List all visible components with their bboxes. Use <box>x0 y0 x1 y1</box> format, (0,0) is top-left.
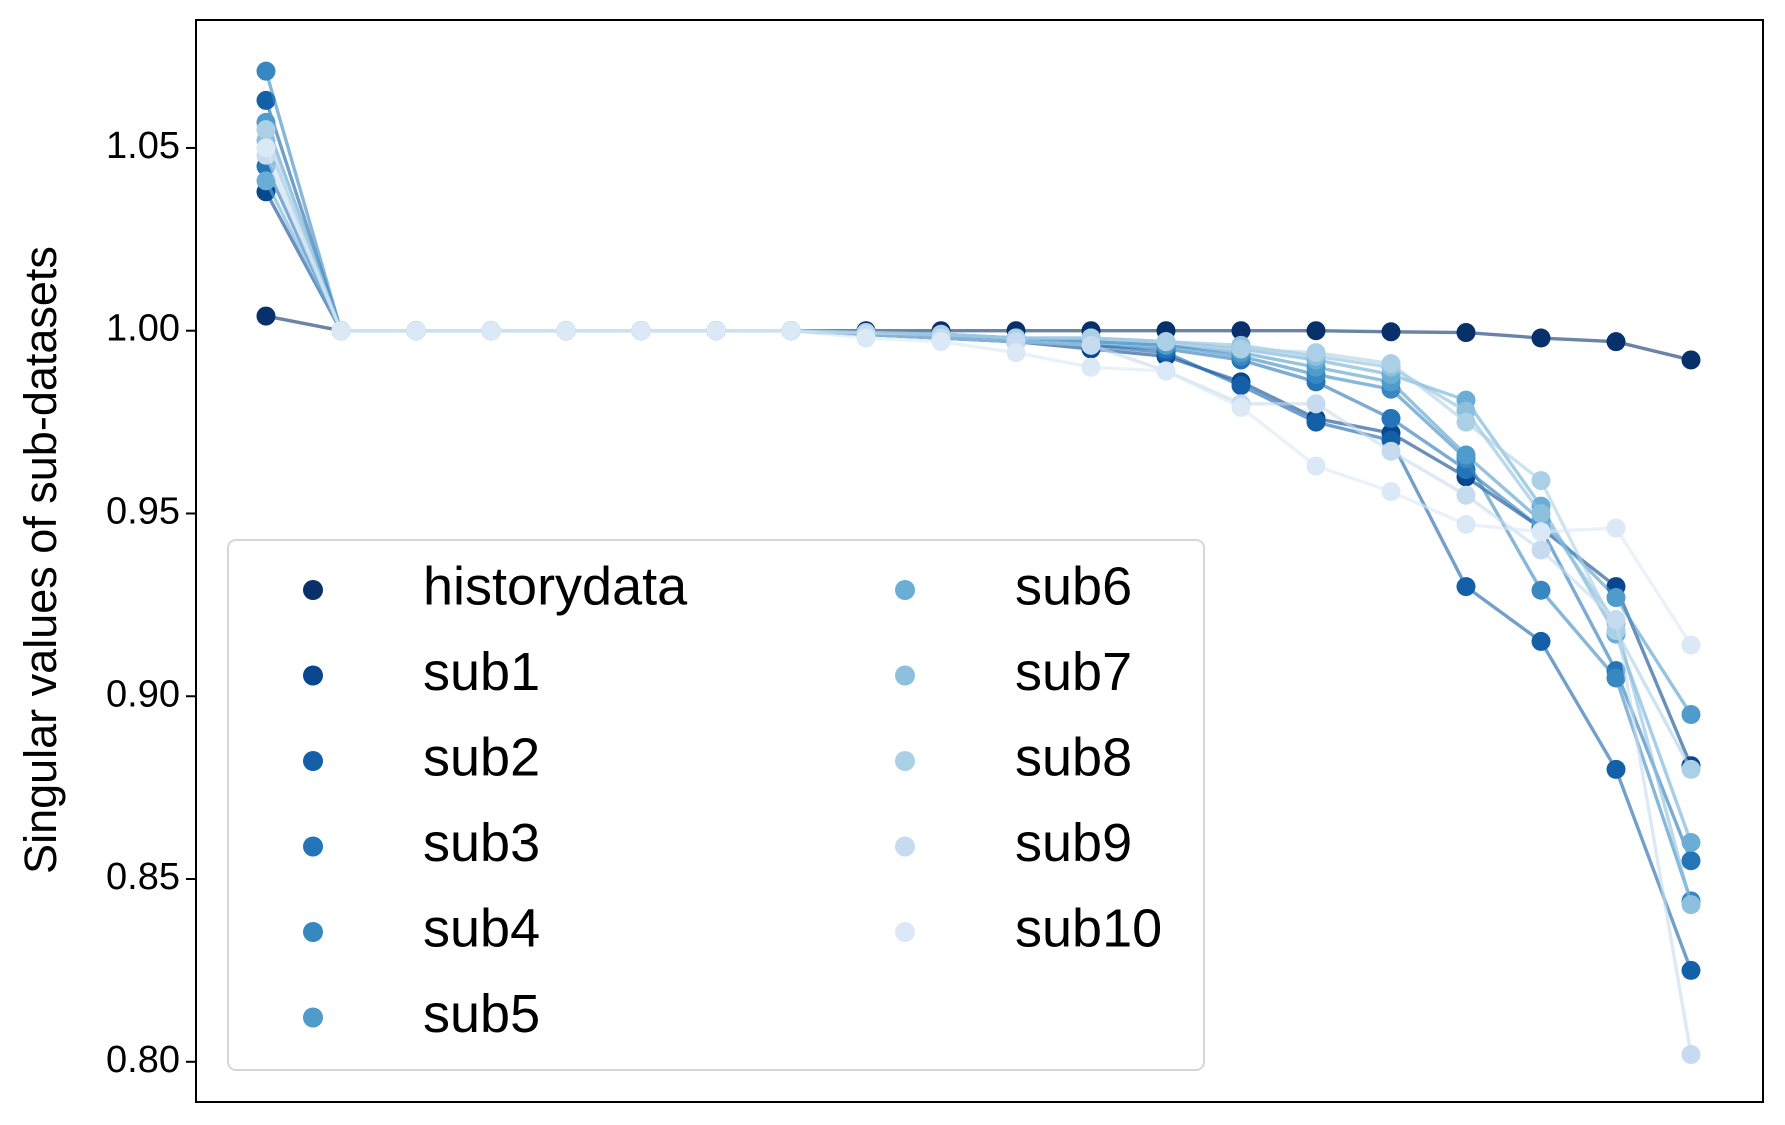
legend-marker <box>895 836 915 857</box>
data-point <box>256 61 276 81</box>
legend-marker <box>303 580 323 600</box>
data-point <box>1381 482 1401 502</box>
data-point <box>1381 441 1401 461</box>
data-point <box>1006 343 1026 363</box>
legend-label: sub9 <box>1015 813 1132 873</box>
data-point <box>1456 485 1476 505</box>
legend-marker <box>895 751 915 771</box>
data-point <box>1231 397 1251 417</box>
data-point <box>1231 376 1251 396</box>
data-point <box>256 306 276 326</box>
data-point <box>1306 321 1326 341</box>
legend-marker <box>303 922 323 942</box>
data-point <box>331 321 351 341</box>
legend-box <box>227 539 1205 1071</box>
data-point <box>256 120 276 140</box>
series-line <box>264 147 1693 646</box>
plot-frame <box>195 19 1764 1103</box>
y-tick-label: 0.85 <box>106 856 180 898</box>
legend-marker <box>303 665 323 686</box>
data-point <box>1456 577 1476 597</box>
data-point <box>1306 343 1326 363</box>
data-point <box>1531 503 1551 523</box>
data-point <box>1681 1044 1701 1064</box>
data-point <box>1606 759 1626 779</box>
legend-label: sub10 <box>1015 898 1162 958</box>
data-point <box>1681 851 1701 871</box>
data-point <box>406 321 426 341</box>
data-point <box>256 90 276 110</box>
data-point <box>256 171 276 191</box>
y-tick-label: 0.95 <box>106 491 180 533</box>
data-point <box>1531 471 1551 491</box>
data-point <box>1456 323 1476 343</box>
legend-marker <box>895 922 915 942</box>
data-point <box>1681 350 1701 370</box>
legend-marker <box>303 751 323 771</box>
data-point <box>1381 408 1401 428</box>
y-tick-label: 1.00 <box>106 308 180 350</box>
data-point <box>1681 705 1701 725</box>
y-tick-label: 1.05 <box>106 125 180 167</box>
data-point <box>1681 759 1701 779</box>
data-point <box>1531 631 1551 651</box>
data-point <box>1306 394 1326 414</box>
y-tick-label: 0.80 <box>106 1039 180 1081</box>
legend-label: sub2 <box>423 727 540 787</box>
data-point <box>1156 361 1176 381</box>
legend-marker <box>303 836 323 857</box>
data-point <box>1606 609 1626 629</box>
legend-label: historydata <box>423 556 688 616</box>
data-point <box>1081 335 1101 355</box>
data-point <box>931 332 951 352</box>
data-point <box>1456 514 1476 534</box>
legend-label: sub4 <box>423 898 540 958</box>
data-point <box>1531 328 1551 348</box>
legend-label: sub1 <box>423 642 540 702</box>
data-point <box>1381 322 1401 342</box>
data-point <box>631 321 651 341</box>
data-point <box>1681 635 1701 655</box>
y-tick-label: 0.90 <box>106 673 180 715</box>
data-point <box>1606 518 1626 538</box>
data-point <box>1456 445 1476 465</box>
legend-marker <box>303 1007 323 1028</box>
y-axis-label: Singular values of sub-datasets <box>15 246 66 874</box>
legend-marker <box>895 580 915 600</box>
legend-marker <box>895 665 915 686</box>
legend-label: sub7 <box>1015 642 1132 702</box>
data-point <box>481 321 501 341</box>
legend-label: sub3 <box>423 813 540 873</box>
data-point <box>1606 588 1626 608</box>
data-point <box>1531 580 1551 600</box>
data-point <box>706 321 726 341</box>
data-point <box>1081 357 1101 377</box>
data-point <box>1681 960 1701 980</box>
legend-label: sub8 <box>1015 727 1132 787</box>
data-point <box>1606 668 1626 688</box>
data-point <box>1531 540 1551 560</box>
data-point <box>1231 339 1251 359</box>
data-point <box>1306 412 1326 432</box>
data-point <box>1231 321 1251 341</box>
data-point <box>1681 832 1701 852</box>
series-line <box>265 314 1692 362</box>
data-point <box>1156 332 1176 352</box>
data-point <box>1531 522 1551 542</box>
data-point <box>556 321 576 341</box>
legend-label: sub5 <box>423 984 540 1044</box>
data-point <box>256 138 276 158</box>
data-point <box>1681 895 1701 915</box>
data-point <box>1381 354 1401 374</box>
data-point <box>781 321 801 341</box>
data-point <box>1306 456 1326 476</box>
legend-label: sub6 <box>1015 556 1132 616</box>
data-point <box>1456 412 1476 432</box>
data-point <box>1606 332 1626 352</box>
data-point <box>856 328 876 348</box>
